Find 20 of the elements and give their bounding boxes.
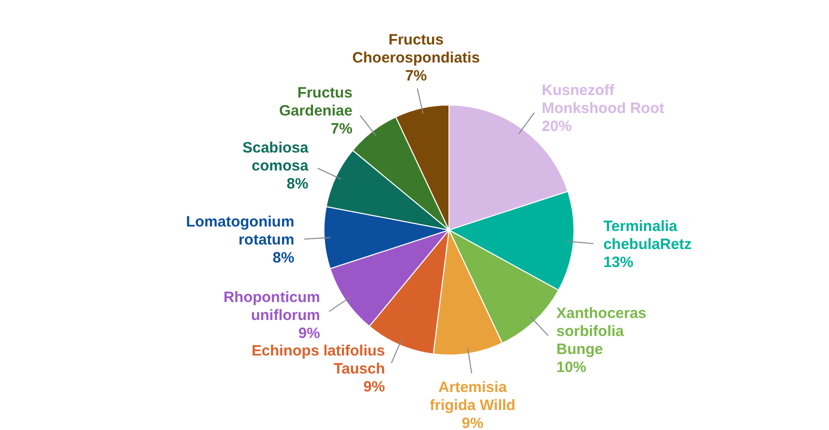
slice-label: Lomatogonium rotatum — [186, 213, 294, 248]
data-label: 8% — [286, 176, 308, 193]
slice-label: Xanthoceras sorbifolia Bunge — [556, 305, 646, 358]
slice-label: Fructus Choerospondiatis — [352, 31, 480, 66]
data-label: 10% — [556, 359, 586, 376]
data-label: 7% — [405, 67, 427, 84]
data-label: 20% — [542, 118, 572, 135]
slice-label: Kusnezoff Monkshood Root — [542, 82, 664, 117]
data-label: 9% — [298, 324, 320, 342]
slice-label: Terminalia chebulaRetz — [603, 218, 692, 254]
data-label: 9% — [363, 378, 386, 396]
slice-label: Fructus Gardeniae — [279, 84, 352, 120]
data-label: 13% — [603, 254, 634, 272]
slice-label: Rhoponticum uniflorum — [223, 288, 320, 324]
slice-label: Echinops latifolius Tausch — [252, 342, 386, 378]
slice-label: Artemisia frigida Willd — [430, 378, 516, 414]
data-label: 8% — [272, 249, 294, 266]
data-label: 9% — [462, 414, 484, 430]
data-label: 7% — [330, 120, 352, 138]
slice-label: Scabiosa comosa — [242, 140, 310, 175]
